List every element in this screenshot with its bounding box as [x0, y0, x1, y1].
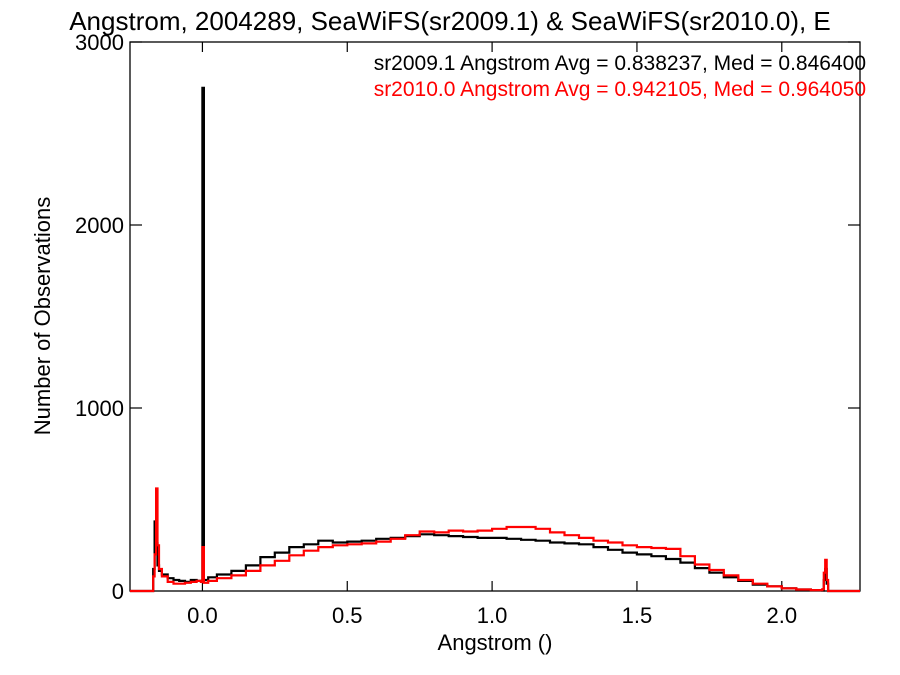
y-tick-label: 1000: [75, 396, 124, 421]
y-tick-label: 2000: [75, 213, 124, 238]
series-line-red: [130, 487, 860, 593]
y-axis: 0 1000 2000 3000: [75, 30, 860, 604]
x-tick-label: 1.0: [477, 603, 508, 628]
legend-entry-black: sr2009.1 Angstrom Avg = 0.838237, Med = …: [374, 52, 866, 75]
plot-frame: [129, 41, 861, 592]
y-tick-label: 0: [112, 579, 124, 604]
x-axis: 0.0 0.5 1.0 1.5 2.0: [187, 42, 797, 628]
chart-title: Angstrom, 2004289, SeaWiFS(sr2009.1) & S…: [69, 6, 831, 36]
x-tick-label: 0.5: [332, 603, 363, 628]
x-tick-label: 2.0: [766, 603, 797, 628]
y-axis-label: Number of Observations: [30, 197, 55, 435]
y-tick-label: 3000: [75, 30, 124, 55]
series-line-black: [130, 86, 860, 593]
x-axis-label: Angstrom (): [438, 630, 553, 655]
x-tick-label: 0.0: [187, 603, 218, 628]
series-layer: [130, 86, 860, 593]
legend-entry-red: sr2010.0 Angstrom Avg = 0.942105, Med = …: [374, 78, 866, 101]
x-tick-label: 1.5: [622, 603, 653, 628]
